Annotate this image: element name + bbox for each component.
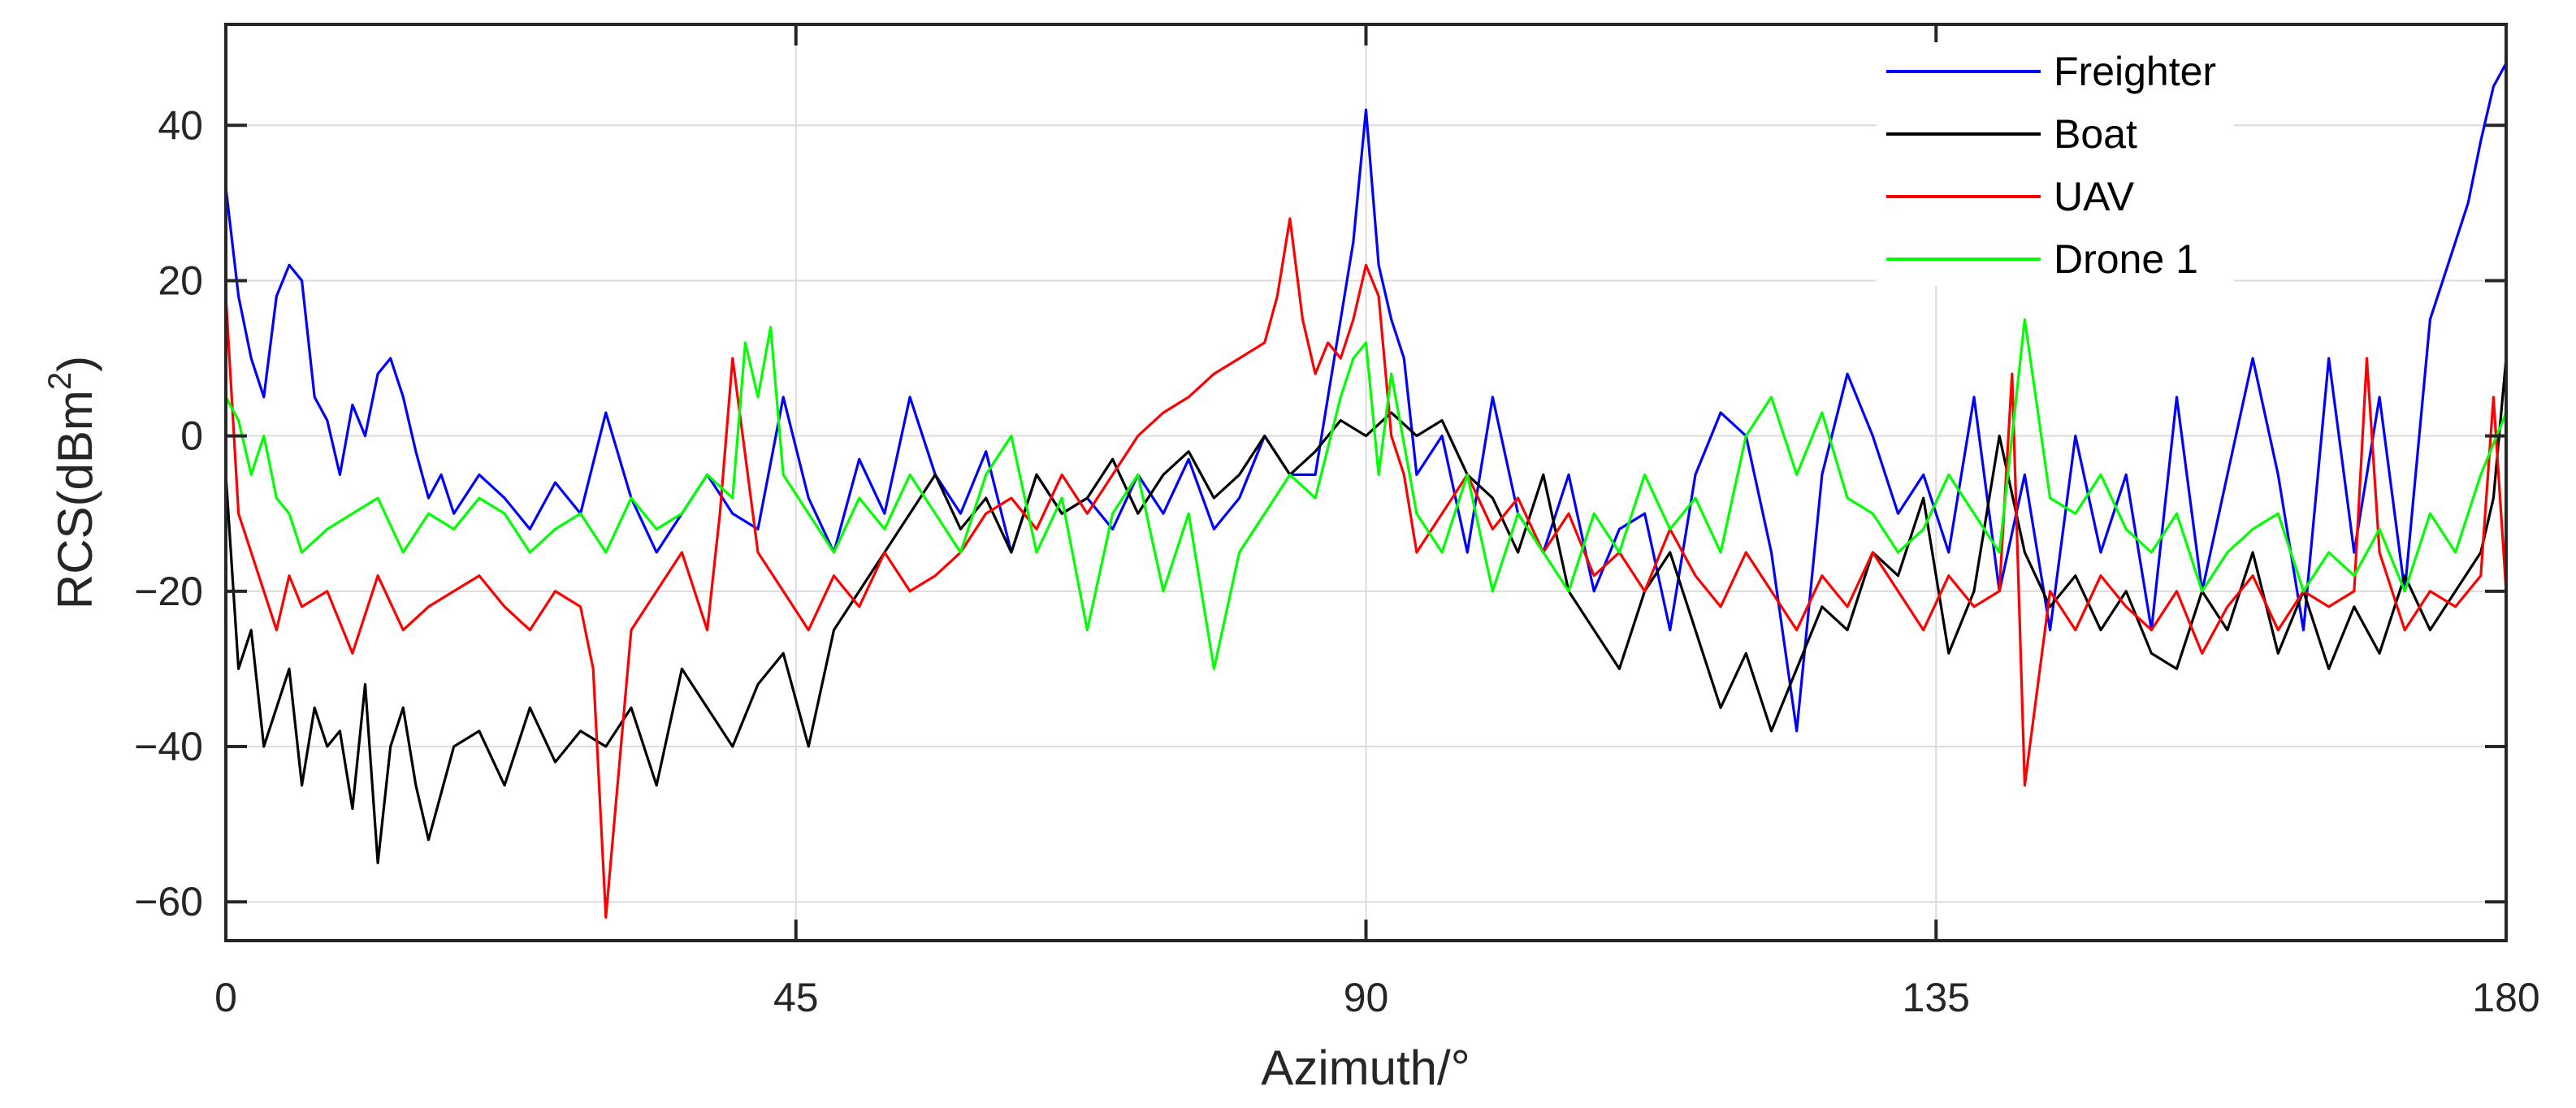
legend-entry-label: Drone 1 — [2054, 236, 2198, 282]
series-line-boat — [226, 357, 2506, 865]
legend-entry-label: UAV — [2054, 174, 2135, 219]
axis-ticks — [224, 24, 2508, 941]
y-tick-label: 20 — [158, 258, 203, 303]
x-tick-label: 90 — [1344, 975, 1389, 1020]
legend-entry-label: Freighter — [2054, 49, 2216, 94]
y-tick-label: −20 — [134, 569, 203, 614]
series-line-freighter — [226, 63, 2506, 733]
y-axis-title-superscript: 2 — [42, 372, 78, 390]
y-axis-title: RCS(dBm2) — [42, 356, 102, 609]
y-axis-title-end: ) — [48, 356, 102, 372]
y-tick-label: −40 — [134, 724, 203, 769]
tick-labels: 0 45 90 135 180 −60 −40 −20 0 20 40 — [134, 102, 2540, 1020]
y-tick-label: 0 — [180, 413, 203, 459]
legend-entry-label: Boat — [2054, 111, 2137, 157]
series-line-drone-1 — [226, 318, 2506, 671]
series-lines — [226, 63, 2506, 919]
y-tick-label: −60 — [134, 879, 203, 924]
legend: Freighter Boat UAV Drone 1 — [1877, 42, 2234, 286]
y-tick-label: 40 — [158, 102, 203, 148]
x-axis-title: Azimuth/° — [1261, 1041, 1470, 1095]
y-axis-title-base: RCS(dBm — [48, 390, 102, 609]
x-tick-label: 45 — [773, 975, 819, 1020]
series-line-uav — [226, 217, 2506, 919]
x-tick-label: 180 — [2472, 975, 2539, 1020]
x-tick-label: 135 — [1903, 975, 1970, 1020]
legend-box — [1877, 42, 2234, 286]
x-tick-label: 0 — [214, 975, 237, 1020]
